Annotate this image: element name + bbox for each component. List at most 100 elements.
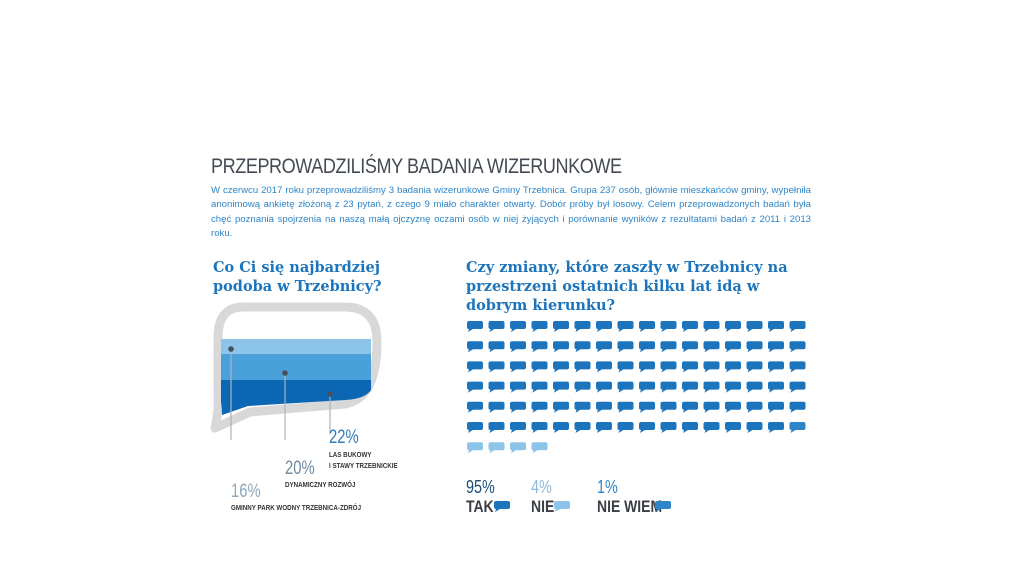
icon-tak bbox=[746, 381, 763, 393]
icon-tak bbox=[553, 341, 569, 353]
icon-tak bbox=[467, 422, 483, 433]
icon-nie bbox=[488, 442, 505, 454]
icon-tak bbox=[746, 422, 763, 433]
icon-tak bbox=[596, 422, 612, 433]
icon-tak bbox=[531, 401, 548, 413]
icon-tak bbox=[488, 361, 505, 373]
icon-tak bbox=[467, 361, 483, 373]
category-label-park-wodny: GMINNY PARK WODNY TRZEBNICA-ZDRÓJ bbox=[231, 503, 362, 512]
icon-tak bbox=[510, 321, 526, 332]
icon-tak bbox=[639, 361, 655, 373]
icon-grid-chart bbox=[467, 321, 806, 454]
icon-tak bbox=[510, 381, 526, 393]
marker-las-bukowy bbox=[327, 391, 333, 397]
category-label-las-bukowy-line-1: LAS BUKOWY bbox=[329, 450, 372, 459]
icon-tak bbox=[467, 341, 483, 353]
icon-tak bbox=[682, 321, 698, 332]
legend-nie-value: 4% bbox=[531, 477, 552, 497]
legend-nie-wiem-label: NIE WIEM bbox=[597, 497, 663, 516]
icon-tak bbox=[682, 422, 698, 433]
icon-tak bbox=[789, 381, 806, 393]
icon-tak bbox=[725, 422, 741, 433]
icon-tak bbox=[746, 361, 763, 373]
icon-tak bbox=[746, 341, 763, 353]
icon-tak bbox=[510, 401, 526, 413]
icon-tak bbox=[617, 321, 634, 332]
icon-tak bbox=[510, 422, 526, 433]
icon-nie bbox=[467, 442, 483, 454]
icon-tak bbox=[768, 381, 784, 393]
icon-tak bbox=[574, 401, 591, 413]
icon-tak bbox=[789, 401, 806, 413]
category-label-dynamiczny-rozwoj: DYNAMICZNY ROZWÓJ bbox=[285, 480, 356, 489]
icon-tak bbox=[703, 381, 720, 393]
icon-tak bbox=[553, 401, 569, 413]
icon-tak bbox=[789, 361, 806, 373]
icon-tak bbox=[682, 381, 698, 393]
icon-tak bbox=[660, 361, 677, 373]
icon-tak bbox=[682, 341, 698, 353]
value-label-las-bukowy: 22% bbox=[329, 427, 359, 448]
icon-tak bbox=[617, 422, 634, 433]
legend-tak-label: TAK bbox=[466, 497, 494, 516]
icon-tak bbox=[617, 401, 634, 413]
icon-tak bbox=[510, 341, 526, 353]
legend-nie-wiem: 1% NIE WIEM bbox=[597, 477, 676, 517]
speech-bubble-icon bbox=[655, 501, 671, 512]
icon-nie bbox=[531, 442, 548, 454]
icon-tak bbox=[553, 361, 569, 373]
icon-tak bbox=[531, 422, 548, 433]
icon-tak bbox=[746, 401, 763, 413]
icon-tak bbox=[617, 381, 634, 393]
icon-tak bbox=[531, 341, 548, 353]
icon-tak bbox=[574, 341, 591, 353]
speech-bubble-icon bbox=[494, 501, 510, 512]
icon-tak bbox=[596, 341, 612, 353]
marker-park-wodny bbox=[228, 346, 234, 352]
icon-tak bbox=[703, 422, 720, 433]
icon-tak bbox=[488, 401, 505, 413]
icon-tak bbox=[768, 341, 784, 353]
icon-tak bbox=[553, 321, 569, 332]
icon-tak bbox=[639, 401, 655, 413]
icon-tak bbox=[703, 341, 720, 353]
intro-text: W czerwcu 2017 roku przeprowadziliśmy 3 … bbox=[211, 185, 811, 240]
icon-tak bbox=[574, 381, 591, 393]
icon-tak bbox=[488, 422, 505, 433]
icon-tak bbox=[703, 321, 720, 332]
icon-tak bbox=[574, 321, 591, 332]
band-las-bukowy bbox=[221, 380, 371, 415]
category-label-las-bukowy-line-2: I STAWY TRZEBNICKIE bbox=[329, 461, 398, 470]
icon-tak bbox=[789, 321, 806, 332]
speech-bubble-icon bbox=[554, 501, 570, 512]
bubble-outline bbox=[210, 302, 382, 433]
speech-bubble-chart bbox=[210, 302, 382, 440]
icon-tak bbox=[467, 381, 483, 393]
icon-tak bbox=[746, 321, 763, 332]
icon-tak bbox=[488, 341, 505, 353]
icon-tak bbox=[574, 361, 591, 373]
icon-tak bbox=[617, 341, 634, 353]
icon-tak bbox=[725, 341, 741, 353]
icon-tak bbox=[768, 321, 784, 332]
icon-tak bbox=[553, 422, 569, 433]
icon-tak bbox=[725, 321, 741, 332]
icon-tak bbox=[467, 321, 483, 332]
icon-tak bbox=[660, 422, 677, 433]
question-1-title: Co Ci się najbardziej podoba w Trzebnicy… bbox=[213, 259, 382, 295]
legend-tak: 95% TAK bbox=[466, 477, 510, 517]
icon-tak bbox=[660, 341, 677, 353]
icon-tak bbox=[725, 361, 741, 373]
icon-tak bbox=[596, 381, 612, 393]
icon-tak bbox=[639, 321, 655, 332]
icon-nie bbox=[510, 442, 526, 454]
icon-tak bbox=[639, 341, 655, 353]
page-title: PRZEPROWADZILIŚMY BADANIA WIZERUNKOWE bbox=[211, 155, 622, 178]
icon-tak bbox=[596, 401, 612, 413]
icon-tak bbox=[703, 361, 720, 373]
icon-tak bbox=[768, 401, 784, 413]
marker-dynamiczny-rozwoj bbox=[282, 370, 288, 376]
icon-tak bbox=[467, 401, 483, 413]
icon-tak bbox=[531, 321, 548, 332]
icon-tak bbox=[789, 341, 806, 353]
